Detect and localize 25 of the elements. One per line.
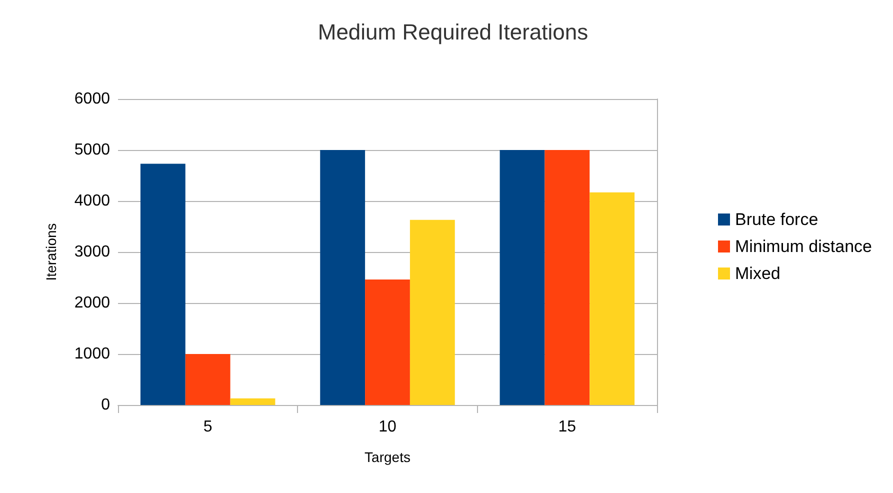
y-tick-label: 3000 xyxy=(74,244,110,260)
y-tick-label: 2000 xyxy=(74,294,110,312)
x-tick-label: 5 xyxy=(203,418,212,436)
bar xyxy=(320,150,366,405)
bar xyxy=(590,192,635,405)
x-tick-label: 15 xyxy=(558,418,576,436)
y-tick-label: 6000 xyxy=(74,90,110,108)
bar xyxy=(544,150,590,405)
bar xyxy=(500,150,545,405)
y-axis-title: Iterations xyxy=(43,223,59,281)
y-tick-label: 0 xyxy=(101,396,110,414)
bar xyxy=(230,398,276,405)
bar xyxy=(365,280,410,405)
y-tick-label: 1000 xyxy=(74,346,110,362)
bar xyxy=(410,220,455,405)
x-axis-title: Targets xyxy=(364,449,410,465)
y-tick-label: 4000 xyxy=(74,192,110,210)
chart-title: Medium Required Iterations xyxy=(318,20,588,44)
y-tick-label: 5000 xyxy=(74,142,110,158)
legend-label: Mixed xyxy=(735,264,780,283)
bar xyxy=(140,164,186,405)
x-tick-label: 10 xyxy=(378,418,396,436)
legend-label: Brute force xyxy=(735,210,818,229)
legend-label: Minimum distance xyxy=(735,237,872,256)
bar xyxy=(185,354,230,405)
